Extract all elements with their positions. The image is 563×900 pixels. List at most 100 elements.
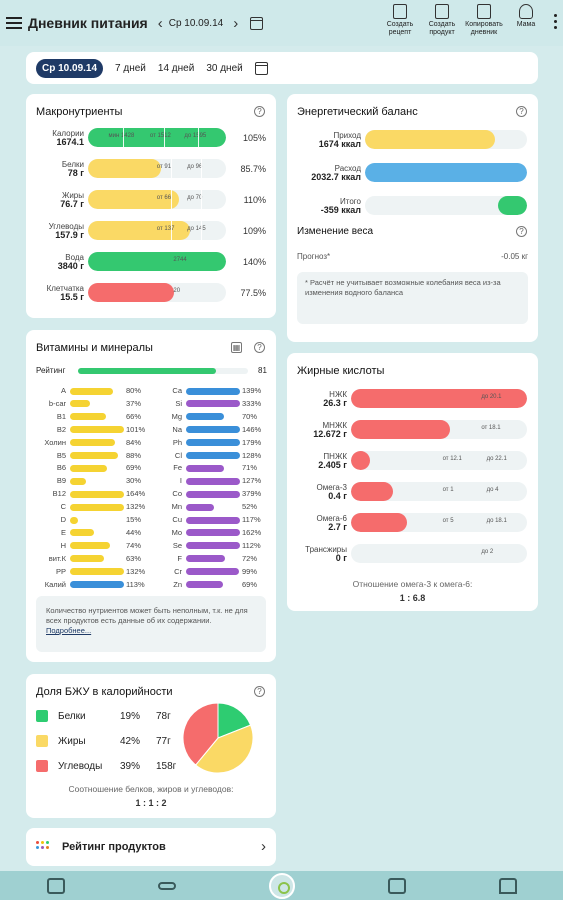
macro-label: Вода 3840 г [30, 253, 84, 271]
period-calendar-icon[interactable] [254, 61, 268, 75]
vitamin-percent: 74% [126, 540, 142, 550]
macro-marker: до 1595 [184, 133, 207, 139]
help-icon[interactable]: ? [254, 342, 265, 353]
vitamin-bar [70, 477, 87, 485]
vitamin-percent: 52% [242, 502, 258, 512]
fatty-track: до 2 [351, 544, 527, 563]
bzu-percent: 19% [120, 711, 141, 722]
fatty-marker: до 22.1 [486, 456, 507, 462]
vitamin-bar [186, 413, 224, 421]
rating-products-button[interactable]: Рейтинг продуктов › [26, 828, 276, 866]
energy-fill [365, 130, 495, 149]
bzu-card: Доля БЖУ в калорийности ? Соотношение бе… [26, 674, 276, 818]
macro-marker-line [201, 190, 203, 209]
fitness-tab-icon[interactable] [157, 881, 176, 890]
vitamin-name: PP [55, 566, 66, 576]
vitamin-percent: 69% [126, 463, 142, 473]
vitamin-bar [70, 452, 118, 459]
period-30-days[interactable]: 30 дней [206, 62, 243, 74]
create-recipe-button[interactable]: Создать рецепт [381, 4, 419, 37]
fatty-track: от 5 до 18.1 [351, 513, 527, 532]
profile-button[interactable]: Мама [507, 4, 545, 37]
more-options-icon[interactable] [554, 14, 557, 32]
vitamin-percent: 127% [242, 476, 262, 486]
help-icon[interactable]: ? [516, 106, 527, 117]
bzu-legend-swatch [36, 710, 48, 722]
vitamin-percent: 162% [242, 527, 262, 537]
weight-change-title: Изменение веса [297, 226, 374, 237]
fatty-value: 26.3 г [323, 398, 347, 408]
macro-value: 1674.1 [56, 137, 84, 147]
fatty-fill [351, 513, 408, 532]
energy-label: Приход 1674 ккал [291, 131, 361, 149]
energy-value: 2032.7 ккал [311, 172, 361, 182]
menu-icon[interactable] [6, 17, 22, 29]
next-day-icon[interactable]: › [233, 14, 239, 32]
vitamin-name: B9 [56, 476, 66, 486]
vitamin-percent: 379% [242, 489, 262, 499]
help-icon[interactable]: ? [254, 106, 265, 117]
period-7-days[interactable]: 7 дней [115, 62, 146, 74]
macro-value: 3840 г [57, 261, 84, 271]
vitamin-name: b-car [48, 398, 66, 408]
vitamin-percent: 113% [126, 579, 145, 589]
vitamin-name: Mg [171, 411, 182, 421]
period-14-days[interactable]: 14 дней [157, 62, 195, 74]
vitamin-name: вит.К [48, 553, 66, 563]
create-product-button[interactable]: Создать продукт [423, 4, 461, 37]
period-today[interactable]: Ср 10.09.14 [36, 58, 104, 78]
bzu-title: Доля БЖУ в калорийности [36, 686, 173, 698]
energy-track [365, 130, 527, 149]
macro-marker: до 96 [187, 164, 203, 170]
vitamin-percent: 72% [242, 553, 258, 563]
vitamin-percent: 99% [242, 566, 258, 576]
fatty-track: до 20.1 [351, 389, 527, 408]
vitamin-percent: 37% [126, 398, 142, 408]
vitamin-percent: 88% [126, 450, 142, 460]
vitamin-bar [186, 555, 225, 563]
grid-view-icon[interactable]: ▦ [231, 342, 242, 353]
fatty-fill [351, 420, 450, 439]
add-entry-button[interactable] [268, 872, 295, 899]
calendar-icon[interactable] [250, 16, 264, 30]
fatty-label: МНЖК 12.672 г [289, 421, 347, 439]
energy-value: 1674 ккал [318, 139, 361, 149]
more-link[interactable]: Подробнее... [46, 626, 92, 635]
macro-percent: 140% [242, 257, 266, 267]
vitamin-name: Mn [171, 502, 182, 512]
vitamin-bar [70, 439, 116, 447]
macro-percent: 109% [242, 226, 266, 236]
macro-marker: от 91 [156, 164, 172, 170]
vitamin-bar [70, 387, 114, 395]
macro-fill [88, 283, 174, 302]
energy-fill [365, 163, 527, 182]
vitamin-name: Co [172, 489, 182, 499]
fatty-track: от 12.1 до 22.1 [351, 451, 527, 470]
diary-tab-icon[interactable] [387, 877, 406, 894]
macro-label: Клетчатка 15.5 г [30, 284, 84, 302]
home-tab-icon[interactable] [498, 877, 517, 894]
vitamin-name: Калий [44, 579, 66, 589]
vitamin-name: Se [172, 540, 182, 550]
help-icon[interactable]: ? [254, 686, 265, 697]
pie-slice [194, 724, 254, 774]
fatty-marker: до 2 [481, 549, 494, 555]
vitamin-bar [70, 464, 108, 472]
fatty-marker: до 18.1 [486, 518, 507, 524]
macro-track: 2744 [88, 252, 226, 271]
macro-marker-line [198, 128, 200, 147]
copy-diary-button[interactable]: Копировать дневник [465, 4, 503, 37]
vitamin-name: F [177, 553, 182, 563]
colored-dots-icon [36, 841, 50, 853]
help-icon[interactable]: ? [516, 226, 527, 237]
bzu-name: Углеводы [58, 761, 103, 772]
prev-day-icon[interactable]: ‹ [157, 14, 163, 32]
bottom-navigation [0, 871, 563, 900]
vitamin-name: Cu [172, 515, 182, 524]
vitamin-bar [186, 452, 240, 459]
fatty-marker: до 4 [486, 487, 499, 493]
current-date[interactable]: Ср 10.09.14 [168, 17, 224, 29]
vitamin-bar [70, 542, 110, 550]
vitamins-note-text: Количество нутриентов может быть неполны… [46, 606, 248, 625]
nutrition-tab-icon[interactable] [46, 877, 65, 894]
